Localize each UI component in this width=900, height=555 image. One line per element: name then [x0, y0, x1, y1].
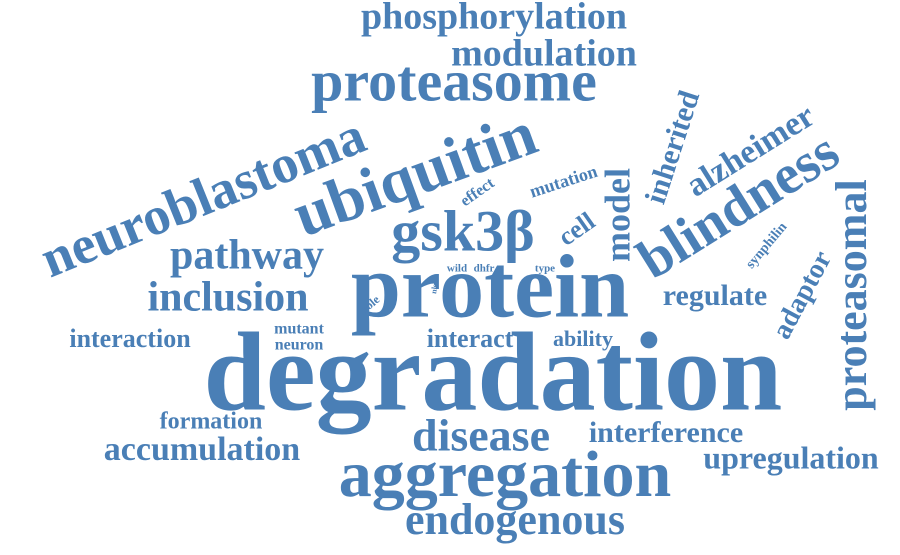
word-wild: wild — [447, 263, 467, 275]
word-accumulation: accumulation — [104, 431, 301, 468]
word-inclusion: inclusion — [147, 275, 308, 321]
word-type: type — [535, 263, 555, 275]
word-protein: protein — [351, 238, 629, 337]
words-layer: degradationproteinaggregationubiquitinne… — [32, 0, 879, 544]
word-mutant: mutant — [274, 321, 324, 338]
word-phosphorylation: phosphorylation — [361, 0, 627, 38]
word-gsk3-: gsk3β — [391, 198, 534, 263]
word-modulation: modulation — [451, 33, 637, 75]
word-dhfr: dhfr — [474, 263, 495, 275]
word-interact: interact — [427, 324, 514, 353]
word-model: model — [597, 168, 637, 262]
word-proteasome: proteasome — [311, 48, 597, 113]
word-aggregation: aggregation — [339, 438, 671, 511]
word-interaction: interaction — [69, 324, 191, 353]
word-interference: interference — [589, 416, 743, 449]
word-degradation: degradation — [204, 311, 783, 435]
word-ability: ability — [553, 326, 613, 351]
word-endogenous: endogenous — [405, 495, 625, 544]
word-upregulation: upregulation — [703, 439, 879, 475]
word-regulate: regulate — [663, 279, 767, 312]
word-nls: nls — [429, 283, 440, 294]
word-neuron: neuron — [275, 337, 324, 354]
word-formation: formation — [160, 409, 263, 435]
word-disease: disease — [412, 410, 550, 461]
word-pathway: pathway — [170, 233, 324, 279]
word-proteasomal: proteasomal — [827, 179, 876, 410]
